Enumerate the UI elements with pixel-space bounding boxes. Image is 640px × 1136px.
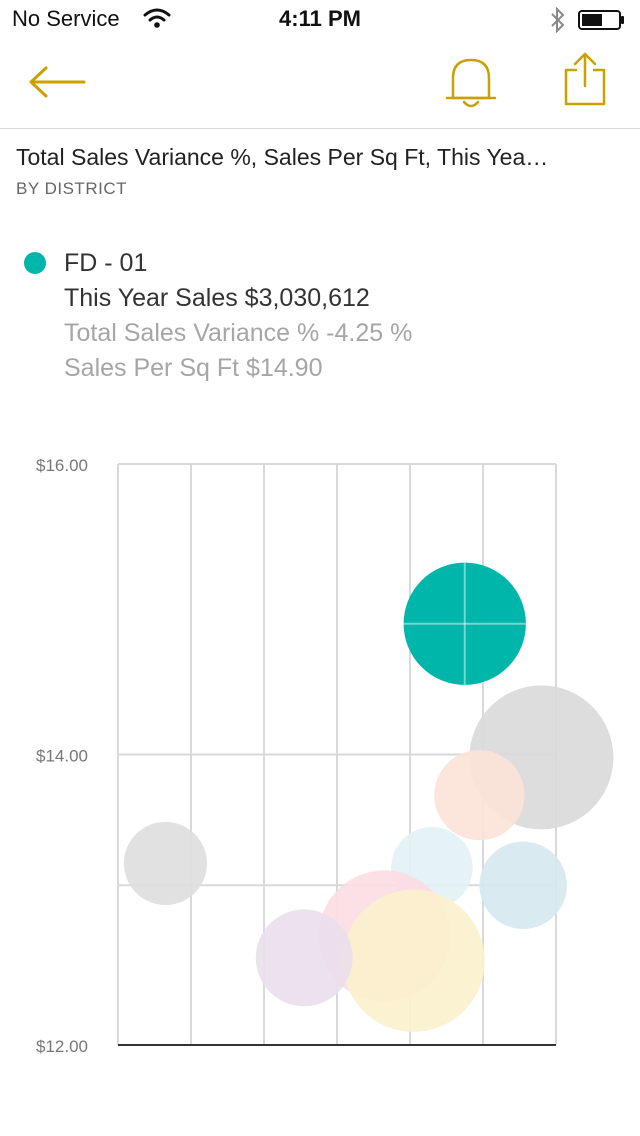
bubble-fd-03 (434, 750, 525, 841)
bubble-chart-svg: $12.00 $14.00 $16.00 (36, 456, 614, 1056)
bubble-fd-09 (255, 909, 353, 1007)
carrier-label: No Service (12, 6, 120, 31)
selection-lines: FD - 01 This Year Sales $3,030,612 Total… (64, 246, 624, 386)
chart-title: Total Sales Variance %, Sales Per Sq Ft,… (16, 144, 549, 170)
selection-color-dot (24, 252, 46, 274)
y-tick-label: $12.00 (36, 1037, 88, 1056)
selection-sales-per-sq-ft: Sales Per Sq Ft $14.90 (64, 354, 323, 382)
bubble-chart: $12.00 $14.00 $16.00 (0, 440, 640, 1080)
wifi-icon (143, 8, 171, 28)
bell-icon[interactable] (444, 54, 498, 112)
bubble-fd-08 (342, 889, 485, 1032)
bluetooth-icon (551, 6, 565, 34)
selection-name: FD - 01 (64, 249, 148, 277)
y-tick-label: $14.00 (36, 747, 88, 766)
clock-time: 4:11 PM (279, 6, 361, 31)
selection-sales-variance: Total Sales Variance % -4.25 % (64, 319, 413, 347)
chart-subtitle: BY DISTRICT (16, 179, 127, 198)
share-icon[interactable] (562, 50, 608, 108)
bubble-fd-01 (403, 562, 526, 685)
status-bar: No Service 4:11 PM (0, 0, 640, 40)
bubble-fd-04 (123, 821, 208, 906)
battery-icon (578, 10, 624, 30)
arrow-left-icon[interactable] (26, 62, 88, 102)
chart-header: Total Sales Variance %, Sales Per Sq Ft,… (16, 144, 626, 199)
selection-this-year-sales: This Year Sales $3,030,612 (64, 284, 370, 312)
nav-bar (0, 40, 640, 129)
y-tick-label: $16.00 (36, 456, 88, 475)
bubble-fd-06 (479, 841, 567, 929)
